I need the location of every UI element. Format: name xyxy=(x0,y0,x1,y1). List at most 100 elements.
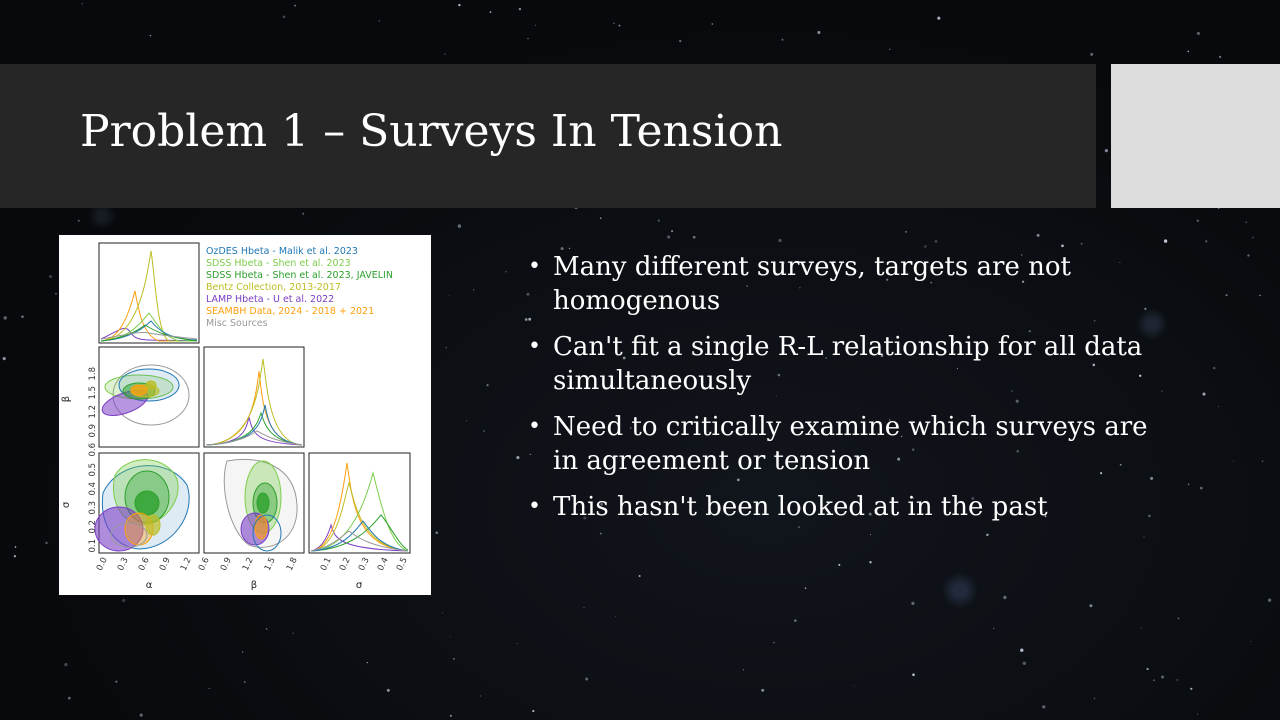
star-dot xyxy=(449,636,451,638)
tick-label: 0.6 xyxy=(88,443,98,457)
beta-axis-label: β xyxy=(251,580,257,591)
legend-entry: Misc Sources xyxy=(206,318,268,329)
star-dot xyxy=(692,235,696,239)
star-dot xyxy=(853,685,855,687)
star-dot xyxy=(1093,697,1096,700)
sigma-alpha-contours xyxy=(94,459,190,552)
star-dot xyxy=(583,607,585,608)
star-dot xyxy=(77,219,80,222)
star-dot xyxy=(1202,392,1206,396)
star-dot xyxy=(241,651,244,653)
bullet-text: This hasn't been looked at in the past xyxy=(553,492,1048,522)
star-dot xyxy=(886,278,889,281)
star-dot xyxy=(585,677,589,681)
star-dot xyxy=(453,658,455,660)
tick-label: 0.5 xyxy=(88,463,98,477)
star-dot xyxy=(49,275,52,278)
star-dot xyxy=(1250,640,1252,642)
star-dot xyxy=(534,24,536,26)
star-dot xyxy=(14,546,17,548)
tick-label: 0.2 xyxy=(338,556,353,572)
bullet-dot: • xyxy=(528,414,541,439)
star-dot xyxy=(1187,50,1190,53)
star-dot xyxy=(901,435,903,438)
star-dot xyxy=(838,563,841,566)
star-dot xyxy=(711,23,714,25)
star-dot xyxy=(1153,679,1155,682)
tick-label: 0.9 xyxy=(158,556,173,572)
star-dot xyxy=(67,696,71,700)
star-dot xyxy=(1036,233,1040,237)
star-dot xyxy=(532,709,535,713)
star-dot xyxy=(1245,221,1248,224)
star-dot xyxy=(1187,483,1190,486)
star-dot xyxy=(1161,390,1163,392)
star-dot xyxy=(1015,399,1019,403)
star-dot xyxy=(825,357,828,359)
star-dot xyxy=(1217,406,1219,408)
star-dot xyxy=(302,212,305,215)
star-dot xyxy=(479,695,482,697)
star-dot xyxy=(1146,667,1149,671)
star-dot xyxy=(888,419,891,421)
sigma-histogram-curves xyxy=(310,462,409,552)
sigma-histogram-panel xyxy=(308,452,411,554)
tick-label: 0.6 xyxy=(137,556,152,572)
star-dot xyxy=(1011,390,1013,392)
sigma-axis-label: σ xyxy=(356,580,363,591)
star-dot xyxy=(663,385,665,387)
star-dot xyxy=(489,11,492,13)
legend-entry: OzDES Hbeta - Malik et al. 2023 xyxy=(206,246,358,257)
sigma-y-axis-label: σ xyxy=(61,501,72,508)
star-dot xyxy=(1104,149,1108,153)
star-dot xyxy=(930,281,933,284)
star-dot xyxy=(466,420,467,422)
alpha-histogram-panel xyxy=(98,242,200,344)
star-dot xyxy=(911,601,915,606)
star-dot xyxy=(937,16,941,20)
star-dot xyxy=(622,356,626,360)
tick-label: 0.4 xyxy=(88,482,98,496)
star-dot xyxy=(629,426,632,429)
star-dot xyxy=(115,680,118,683)
star-dot xyxy=(1232,460,1234,462)
tick-label: 0.3 xyxy=(88,501,98,515)
star-dot xyxy=(2,357,6,361)
star-dot xyxy=(1093,319,1096,322)
legend-entry: SDSS Hbeta - Shen et al. 2023, JAVELIN xyxy=(206,270,393,281)
slide-title: Problem 1 – Surveys In Tension xyxy=(80,106,783,157)
tick-label: 0.4 xyxy=(376,556,391,572)
bullet-list: • Many different surveys, targets are not… xyxy=(528,250,1178,536)
star-dot xyxy=(775,395,777,397)
star-dot xyxy=(869,533,872,536)
star-dot xyxy=(243,681,246,683)
legend-entry: Bentz Collection, 2013-2017 xyxy=(206,282,341,293)
star-dot xyxy=(583,516,587,520)
legend-entry: LAMP Hbeta - U et al. 2022 xyxy=(206,294,334,305)
star-dot xyxy=(1150,476,1154,480)
star-dot xyxy=(1252,236,1255,239)
star-dot xyxy=(1080,242,1083,245)
star-dot xyxy=(1247,254,1250,257)
bullet-text: Need to critically examine which surveys… xyxy=(553,412,1148,476)
star-dot xyxy=(528,317,532,321)
star-dot xyxy=(804,587,807,589)
star-dot xyxy=(1042,705,1046,709)
tick-label: 1.5 xyxy=(263,556,278,572)
star-dot xyxy=(746,285,748,287)
star-dot xyxy=(1259,294,1261,297)
star-dot xyxy=(912,673,915,676)
legend-entry: SDSS Hbeta - Shen et al. 2023 xyxy=(206,258,351,269)
star-dot xyxy=(526,292,530,296)
star-dot xyxy=(671,230,674,233)
star-dot xyxy=(457,224,462,228)
star-dot xyxy=(445,346,448,349)
star-dot xyxy=(265,628,268,630)
star-dot xyxy=(1196,31,1200,36)
star-dot xyxy=(781,38,784,41)
accent-box xyxy=(1111,64,1280,208)
star-dot xyxy=(568,247,571,250)
bullet-item: • This hasn't been looked at in the past xyxy=(528,490,1178,524)
